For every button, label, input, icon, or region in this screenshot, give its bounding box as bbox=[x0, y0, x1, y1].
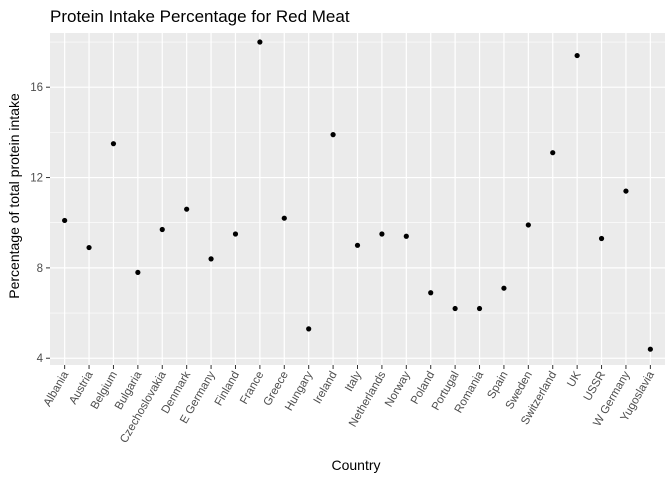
data-point bbox=[574, 52, 580, 59]
data-point bbox=[62, 217, 68, 224]
data-point bbox=[379, 231, 385, 237]
y-tick-label: 16 bbox=[30, 82, 43, 94]
y-axis: 4 8 12 16 bbox=[30, 82, 50, 365]
data-point bbox=[232, 231, 239, 237]
data-point bbox=[86, 244, 92, 251]
chart-title: Protein Intake Percentage for Red Meat bbox=[50, 7, 350, 26]
data-point bbox=[598, 235, 605, 242]
x-tick-label: Spain bbox=[485, 370, 510, 401]
data-point bbox=[501, 285, 507, 291]
data-point bbox=[135, 269, 141, 276]
data-point bbox=[550, 150, 556, 156]
data-point bbox=[428, 290, 434, 296]
y-tick-label: 8 bbox=[37, 263, 43, 275]
x-tick-label: UK bbox=[565, 369, 584, 389]
data-points bbox=[62, 39, 653, 352]
y-tick-label: 12 bbox=[30, 173, 43, 185]
x-axis: AlbaniaAustriaBelgiumBulgariaCzechoslova… bbox=[42, 365, 657, 445]
data-point bbox=[330, 132, 336, 138]
data-point bbox=[647, 346, 653, 352]
data-point bbox=[159, 226, 165, 233]
data-point bbox=[110, 141, 117, 147]
data-point bbox=[257, 39, 263, 45]
x-tick-label: USSR bbox=[582, 370, 608, 404]
data-point bbox=[476, 305, 483, 312]
data-point bbox=[403, 233, 409, 239]
data-point bbox=[281, 215, 287, 221]
data-point bbox=[184, 206, 190, 212]
x-tick-label: Albania bbox=[42, 369, 72, 409]
data-point bbox=[208, 256, 214, 262]
y-axis-title: Percentage of total protein intake bbox=[6, 93, 22, 299]
data-point bbox=[306, 326, 312, 332]
data-point bbox=[354, 242, 361, 248]
data-point bbox=[525, 222, 531, 228]
x-tick-label: Ireland bbox=[312, 370, 340, 406]
x-tick-label: Italy bbox=[343, 369, 364, 393]
data-point bbox=[623, 188, 629, 194]
data-point bbox=[452, 305, 458, 312]
y-tick-label: 4 bbox=[37, 353, 44, 365]
x-axis-title: Country bbox=[331, 457, 380, 473]
